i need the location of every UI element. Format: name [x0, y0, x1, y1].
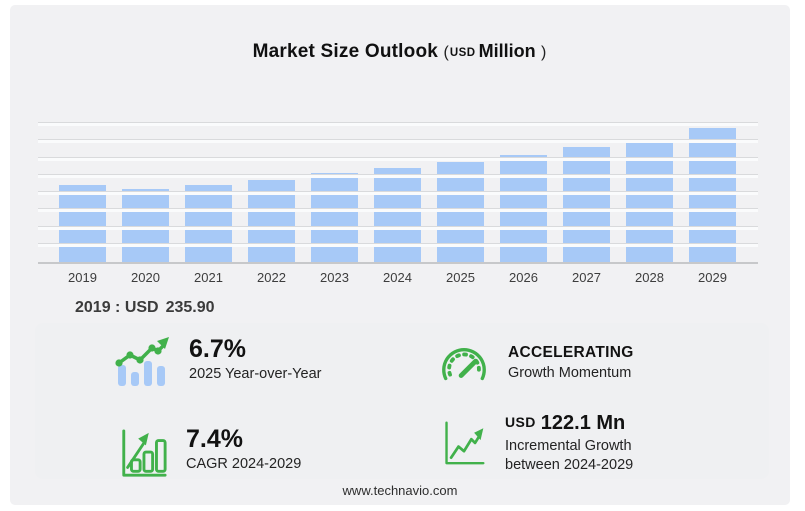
incremental-label-line1: Incremental Growth: [505, 438, 632, 454]
x-axis-label: 2023: [320, 270, 349, 285]
title-main: Market Size Outlook: [252, 41, 439, 62]
momentum-value: ACCELERATING: [508, 344, 634, 361]
stat-growth-momentum: ACCELERATING Growth Momentum: [438, 342, 634, 388]
outlined-bars-arrow-icon: [118, 426, 168, 482]
website-footer: www.technavio.com: [10, 483, 790, 498]
gridline: [38, 242, 758, 247]
title-currency: USD: [449, 47, 476, 59]
incremental-currency: USD: [505, 414, 536, 430]
x-axis-label: 2024: [383, 270, 412, 285]
incremental-label-line2: between 2024-2029: [505, 456, 634, 473]
gridline: [38, 173, 758, 178]
gridline: [38, 225, 758, 230]
title-unit: Million: [478, 41, 536, 61]
bar-chart: 2019 2020 2021 2022 2023 2024 2025 2026 2027 2028…: [38, 122, 758, 290]
page-title: Market Size Outlook (USD Million ): [10, 41, 790, 63]
x-axis-label: 2028: [635, 270, 664, 285]
gauge-icon: [438, 342, 490, 388]
x-axis-label: 2021: [194, 270, 223, 285]
chart-plot: [38, 122, 758, 264]
stat-text: 7.4% CAGR 2024-2029: [186, 426, 301, 474]
yoy-value: 6.7%: [189, 335, 246, 363]
x-axis-label: 2020: [131, 270, 160, 285]
stat-text: 6.7% 2025 Year-over-Year: [189, 336, 321, 384]
x-axis-label: 2027: [572, 270, 601, 285]
x-axis-label: 2026: [509, 270, 538, 285]
bar-2024: [374, 168, 421, 262]
line-chart-arrow-icon: [441, 413, 487, 471]
gridline: [38, 139, 758, 144]
gridline: [38, 156, 758, 161]
bar-2019: [59, 184, 106, 262]
stat-year-over-year: 6.7% 2025 Year-over-Year: [113, 336, 321, 388]
yoy-label: 2025 Year-over-Year: [189, 366, 322, 383]
infographic-panel: Market Size Outlook (USD Million ) 2019 20…: [10, 5, 790, 505]
x-axis-label: 2019: [68, 270, 97, 285]
gridline: [38, 208, 758, 213]
momentum-label: Growth Momentum: [508, 365, 632, 382]
bar-chart-trend-icon: [113, 336, 171, 388]
x-axis-label: 2022: [257, 270, 286, 285]
cagr-value: 7.4%: [186, 425, 243, 453]
bar-2029: [689, 128, 736, 262]
stat-incremental-growth: USD 122.1 Mn Incremental Growth between 2…: [441, 413, 633, 475]
bar-2023: [311, 172, 358, 262]
title-open-paren: (: [443, 44, 449, 61]
stat-text: USD 122.1 Mn Incremental Growth between 2…: [505, 413, 633, 475]
chart-annotation: 2019 : USD 235.90: [75, 299, 215, 317]
annotation-value: 235.90: [165, 299, 215, 316]
incremental-value: USD 122.1 Mn: [505, 413, 633, 434]
bar-2021: [185, 185, 232, 262]
gridline: [38, 191, 758, 195]
cagr-label: CAGR 2024-2029: [186, 456, 302, 473]
title-close-paren: ): [541, 44, 547, 61]
chart-x-labels: 2019 2020 2021 2022 2023 2024 2025 2026 2027 2028…: [38, 264, 758, 290]
gridline: [38, 122, 758, 126]
x-axis-label: 2025: [446, 270, 475, 285]
website-url: www.technavio.com: [342, 483, 458, 498]
x-axis-label: 2029: [698, 270, 727, 285]
annotation-label: 2019 : USD: [75, 299, 159, 316]
stat-text: ACCELERATING Growth Momentum: [508, 342, 634, 383]
stat-cagr: 7.4% CAGR 2024-2029: [118, 426, 301, 482]
incremental-amount: 122.1 Mn: [540, 412, 626, 434]
